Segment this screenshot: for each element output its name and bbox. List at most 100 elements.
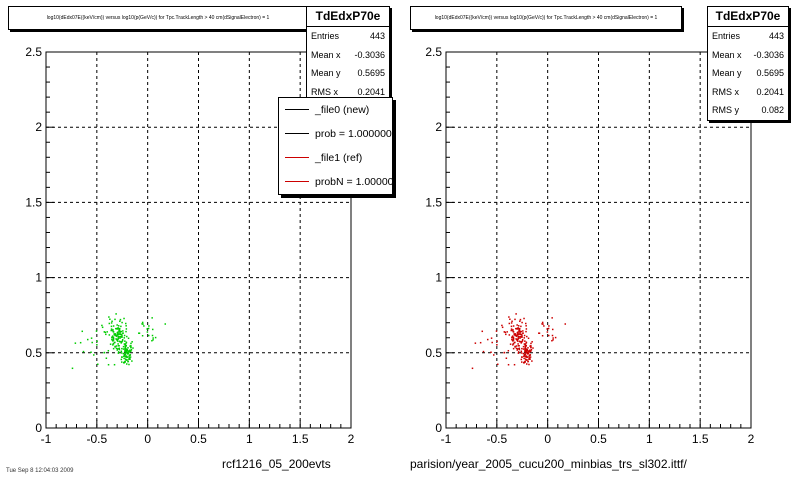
data-point xyxy=(118,340,121,343)
data-point xyxy=(528,363,530,366)
data-point xyxy=(146,328,148,330)
data-point xyxy=(518,330,520,332)
data-point xyxy=(131,341,133,343)
data-point xyxy=(520,341,522,343)
data-point xyxy=(117,335,120,338)
data-point xyxy=(497,363,499,366)
y-tick-label: 0.5 xyxy=(25,346,42,360)
data-point xyxy=(117,327,119,329)
data-point xyxy=(551,339,553,342)
data-point xyxy=(114,333,117,335)
data-point xyxy=(504,331,507,334)
data-point xyxy=(548,325,550,327)
data-point xyxy=(129,345,131,347)
data-point xyxy=(123,361,125,364)
data-point xyxy=(516,339,518,341)
data-point xyxy=(126,359,128,361)
data-point xyxy=(122,348,125,350)
data-point xyxy=(125,351,128,354)
data-point xyxy=(529,345,531,347)
data-point xyxy=(117,338,119,340)
data-point xyxy=(108,316,110,318)
data-point xyxy=(123,353,126,356)
right-stats-row: RMS y 0.082 xyxy=(712,105,784,115)
data-point xyxy=(521,336,523,339)
data-point xyxy=(526,350,528,352)
data-point xyxy=(119,331,121,334)
data-point xyxy=(117,325,120,327)
data-point xyxy=(512,331,515,333)
data-point xyxy=(121,361,123,363)
data-point xyxy=(117,337,120,340)
data-point xyxy=(474,342,477,344)
data-point xyxy=(128,363,130,366)
data-point xyxy=(519,336,521,338)
data-point xyxy=(103,331,106,333)
data-point xyxy=(514,333,517,335)
data-point xyxy=(81,330,84,333)
data-point xyxy=(129,358,131,360)
data-point xyxy=(125,330,127,333)
data-point xyxy=(521,335,523,337)
data-point xyxy=(515,327,517,330)
y-tick-label: 0.5 xyxy=(425,346,442,360)
data-point xyxy=(105,357,108,359)
data-point xyxy=(108,334,111,336)
data-point xyxy=(141,335,144,337)
right-stats-row: Mean x -0.3036 xyxy=(712,49,784,60)
data-point xyxy=(112,331,115,333)
footer-stamp: Tue Sep 8 12:04:03 2009 xyxy=(6,468,74,474)
data-point xyxy=(151,334,154,337)
data-point xyxy=(523,361,525,364)
data-point xyxy=(112,329,114,331)
left-xlabel: rcf1216_05_200evts xyxy=(222,457,331,471)
data-point xyxy=(513,333,516,336)
data-point xyxy=(96,344,98,346)
data-point xyxy=(116,340,119,342)
data-point xyxy=(529,358,531,360)
data-point xyxy=(496,340,498,343)
data-point xyxy=(117,333,119,336)
data-point xyxy=(521,333,523,336)
data-point xyxy=(112,344,114,346)
data-point xyxy=(492,354,495,356)
data-point xyxy=(517,328,520,330)
data-point xyxy=(507,349,510,352)
data-point xyxy=(524,349,527,352)
plot-right: -1 -0.5 0 0.5 1 1.5 2 0 0.5 1 1.5 2 2.5 xyxy=(425,45,754,446)
data-point xyxy=(530,346,532,349)
right-xlabel: parision/year_2005_cucu200_minbias_trs_s… xyxy=(410,457,687,471)
data-point xyxy=(524,360,526,363)
data-point xyxy=(124,345,127,347)
data-point xyxy=(138,332,140,334)
data-point xyxy=(128,354,131,357)
data-point xyxy=(521,341,523,343)
data-point xyxy=(516,349,518,351)
data-point xyxy=(125,325,127,327)
data-point xyxy=(525,351,528,354)
data-point xyxy=(141,321,144,324)
data-point xyxy=(111,320,113,323)
data-point xyxy=(516,328,518,330)
data-point xyxy=(121,335,123,337)
data-point xyxy=(520,350,523,353)
data-point xyxy=(529,354,532,356)
x-tick-label: -1 xyxy=(41,432,52,446)
data-point xyxy=(508,322,511,325)
data-point xyxy=(121,340,124,342)
data-point xyxy=(511,339,514,342)
data-point xyxy=(526,352,529,354)
x-tick-label: 2 xyxy=(348,432,355,446)
data-point xyxy=(531,341,533,343)
y-tick-label: 2.5 xyxy=(425,45,442,59)
data-point xyxy=(517,325,520,327)
data-point xyxy=(112,347,115,350)
data-point xyxy=(552,337,554,339)
data-point xyxy=(522,332,524,334)
data-point xyxy=(520,342,522,344)
legend-swatch-prob xyxy=(285,133,309,134)
data-point xyxy=(126,352,129,354)
data-point xyxy=(518,348,521,351)
data-point xyxy=(524,358,527,360)
data-point xyxy=(119,337,121,339)
